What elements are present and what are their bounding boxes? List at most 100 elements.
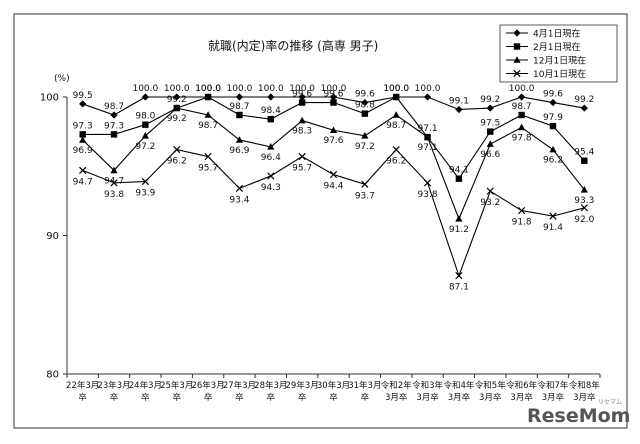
data-label: 97.5 [480,119,500,129]
data-label: 95.7 [198,164,218,174]
series-2-point [110,131,118,138]
series-1-point [298,93,306,101]
data-label: 100.0 [258,84,284,94]
data-label: 99.5 [73,91,93,101]
series-4-point [79,166,87,175]
x-tick-label: 卒 [267,392,276,403]
data-label: 96.2 [386,157,406,167]
x-tick-label: 卒 [110,392,119,403]
legend-label: 4月1日現在 [533,27,580,39]
series-4-point [329,170,338,179]
series-1-point [79,100,87,108]
series-2-point [518,111,525,119]
series-3-point [204,111,212,118]
series-4-point [173,146,181,154]
data-label: 94.1 [449,166,469,176]
data-label: 97.3 [73,121,93,131]
series-3-point [79,136,87,143]
data-label: 94.4 [323,182,343,192]
x-tick-label: 29年3月 [286,380,319,391]
x-tick-label: 3月卒 [479,392,502,403]
data-label: 94.7 [73,177,93,187]
series-4-point [235,184,244,193]
series-3-point [549,145,557,153]
series-3-point [298,116,306,124]
axes: 809010022年3月卒23年3月卒24年3月卒25年3月卒26年3月卒27年… [40,93,601,403]
series-1-point [361,98,369,107]
data-label: 96.4 [261,153,281,163]
legend-label: 2月1日現在 [533,41,580,53]
data-label: 97.9 [543,113,563,123]
x-tick-label: 卒 [78,392,87,403]
data-label: 97.6 [323,136,343,146]
series-1-point [518,93,526,101]
series-3-point [329,126,338,134]
data-label: 94.3 [261,183,281,193]
x-tick-label: 令和2年 [381,380,412,391]
legend-label: 12月1日現在 [533,54,586,66]
x-tick-label: 3月卒 [510,392,533,403]
series-4-line [82,148,585,278]
series-4 [79,146,588,280]
series-1-point [580,104,588,112]
x-tick-label: 30年3月 [317,380,350,391]
data-label: 98.0 [135,112,155,122]
legend-item-1: 4月1日現在 [506,27,580,39]
x-tick-label: 24年3月 [129,380,162,391]
data-label: 91.4 [543,223,563,233]
data-label: 99.2 [574,95,594,105]
legend-frame [499,24,618,83]
x-tick-label: 令和5年 [475,380,506,391]
data-label: 96.2 [543,156,563,166]
data-label: 99.1 [449,96,469,106]
series-1-point [173,93,181,101]
data-label: 100.0 [383,84,409,94]
y-tick-label: 80 [46,370,59,381]
series-3-point [110,166,118,174]
series-2-point [361,110,369,117]
data-label: 96.9 [229,146,249,156]
data-label: 99.2 [480,95,500,105]
x-tick-label: 22年3月 [66,380,99,391]
x-tick-label: 卒 [172,392,181,403]
x-tick-label: 令和7年 [538,380,569,391]
series-4-point [110,179,118,187]
data-label: 91.8 [512,218,532,228]
data-label: 98.3 [292,127,312,137]
x-tick-label: 令和4年 [443,380,474,391]
data-label: 99.6 [543,90,563,100]
data-label: 95.7 [292,164,312,174]
x-tick-label: 卒 [204,392,213,403]
data-label: 96.6 [480,150,500,160]
data-label: 98.7 [104,102,124,112]
data-label: 93.2 [480,198,500,208]
x-tick-label: 卒 [141,392,150,403]
x-tick-label: 卒 [298,392,307,403]
series-4-point [517,206,526,215]
data-label: 99.6 [323,90,343,100]
series-4-point [486,187,494,195]
series-1-point [329,93,338,101]
data-label: 97.1 [418,143,438,153]
data-label: 100.0 [195,84,221,94]
x-tick-label: 3月卒 [448,392,471,403]
data-label: 99.2 [167,95,187,105]
x-tick-label: 31年3月 [348,380,381,391]
data-label: 97.2 [355,142,375,152]
series-3-point [518,123,526,131]
series-3-point [141,131,149,139]
legend-marker [513,69,521,78]
legend-marker [513,29,521,37]
series-3-point [235,136,244,143]
x-tick-label: 令和3年 [412,380,443,391]
data-label: 93.9 [135,188,155,198]
data-label: 98.7 [386,121,406,131]
data-label: 97.1 [418,124,438,134]
data-label: 98.7 [512,102,532,112]
x-tick-label: 3月卒 [385,392,408,403]
x-tick-label: 25年3月 [160,380,193,391]
legend-marker [513,43,521,50]
data-label: 93.8 [104,190,124,200]
